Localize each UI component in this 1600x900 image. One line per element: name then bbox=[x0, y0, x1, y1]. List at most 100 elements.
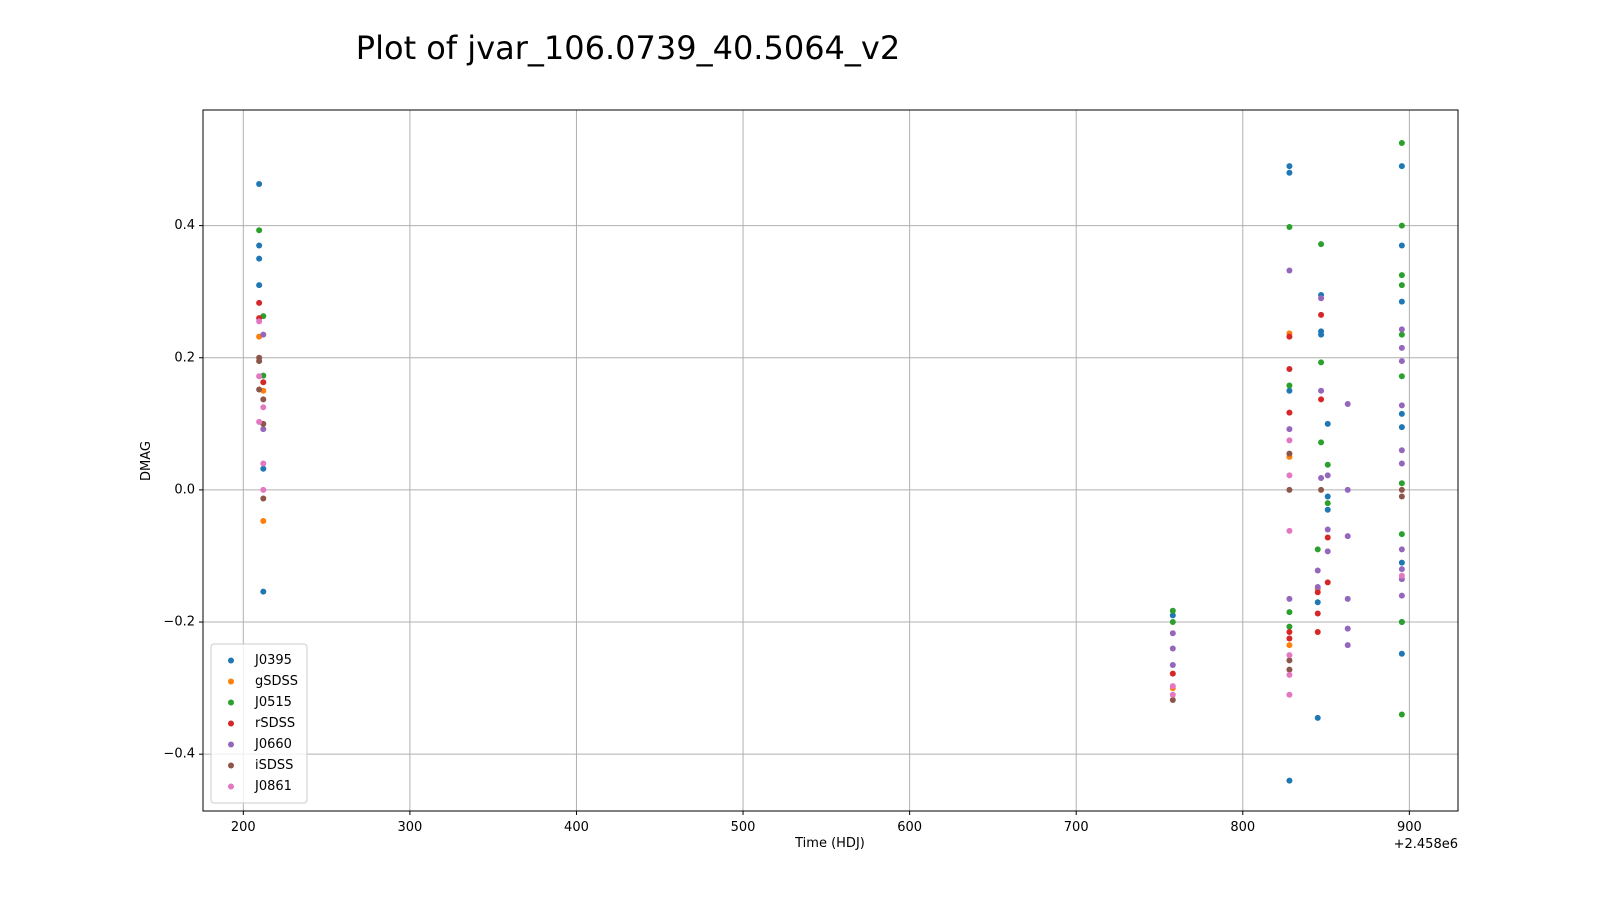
point bbox=[1318, 396, 1325, 403]
point bbox=[1314, 599, 1321, 606]
point bbox=[1169, 661, 1176, 668]
point bbox=[1314, 610, 1321, 617]
point bbox=[1398, 559, 1405, 566]
point bbox=[1398, 572, 1405, 579]
point bbox=[1398, 460, 1405, 467]
point bbox=[260, 404, 267, 411]
point bbox=[1314, 589, 1321, 596]
point bbox=[1398, 619, 1405, 626]
legend-marker bbox=[228, 678, 234, 685]
point bbox=[256, 255, 263, 262]
x-tick-label: 900 bbox=[1397, 820, 1422, 835]
x-tick-label: 500 bbox=[731, 820, 756, 835]
point bbox=[1169, 612, 1176, 619]
point bbox=[1398, 566, 1405, 573]
point bbox=[1318, 241, 1325, 248]
point bbox=[1398, 358, 1405, 365]
x-offset-label: +2.458e6 bbox=[1394, 837, 1458, 852]
point bbox=[1398, 163, 1405, 170]
point bbox=[1286, 409, 1293, 416]
point bbox=[260, 465, 267, 472]
point bbox=[1398, 480, 1405, 487]
point bbox=[1398, 410, 1405, 417]
legend-marker bbox=[228, 762, 234, 769]
point bbox=[1169, 619, 1176, 626]
point bbox=[1398, 331, 1405, 338]
x-tick-label: 400 bbox=[564, 820, 589, 835]
legend-marker bbox=[228, 783, 234, 790]
point bbox=[1314, 628, 1321, 635]
point bbox=[1286, 666, 1293, 673]
x-tick-label: 800 bbox=[1230, 820, 1255, 835]
point bbox=[260, 379, 267, 386]
point bbox=[1286, 609, 1293, 616]
point bbox=[1398, 344, 1405, 351]
point bbox=[1318, 475, 1325, 482]
x-axis-label: Time (HDJ) bbox=[794, 836, 865, 851]
legend-label: J0861 bbox=[254, 779, 292, 794]
point bbox=[1318, 311, 1325, 318]
legend-marker bbox=[228, 741, 234, 748]
point bbox=[1286, 777, 1293, 784]
legend-label: iSDSS bbox=[255, 758, 293, 773]
point bbox=[1286, 163, 1293, 170]
point bbox=[1398, 326, 1405, 333]
legend-label: J0395 bbox=[254, 653, 292, 668]
point bbox=[260, 331, 267, 338]
point bbox=[1169, 691, 1176, 698]
point bbox=[1286, 267, 1293, 274]
point bbox=[1314, 584, 1321, 591]
legend-label: rSDSS bbox=[255, 716, 295, 731]
x-tick-label: 300 bbox=[397, 820, 422, 835]
point bbox=[1169, 683, 1176, 690]
point bbox=[1286, 691, 1293, 698]
point bbox=[1398, 298, 1405, 305]
legend-box bbox=[210, 643, 308, 804]
grid bbox=[203, 110, 1458, 811]
point bbox=[256, 373, 263, 380]
point bbox=[1286, 169, 1293, 176]
point bbox=[1398, 424, 1405, 431]
point bbox=[256, 282, 263, 289]
point bbox=[1398, 493, 1405, 500]
point bbox=[1286, 623, 1293, 630]
point bbox=[1398, 402, 1405, 409]
x-tick-label: 700 bbox=[1064, 820, 1089, 835]
point bbox=[256, 299, 263, 306]
point bbox=[1318, 439, 1325, 446]
point bbox=[1169, 645, 1176, 652]
point bbox=[260, 486, 267, 493]
point bbox=[260, 396, 267, 403]
point bbox=[1398, 242, 1405, 249]
legend-label: J0515 bbox=[254, 695, 292, 710]
legend-label: J0660 bbox=[254, 737, 292, 752]
y-axis-label: DMAG bbox=[139, 441, 154, 481]
point bbox=[1344, 401, 1351, 408]
point bbox=[1318, 359, 1325, 366]
point bbox=[1286, 527, 1293, 534]
point bbox=[1286, 652, 1293, 659]
point bbox=[1398, 447, 1405, 454]
point bbox=[1318, 387, 1325, 394]
point bbox=[1169, 670, 1176, 677]
point bbox=[1398, 282, 1405, 289]
legend-marker bbox=[228, 720, 234, 727]
point bbox=[256, 180, 263, 187]
point bbox=[1398, 650, 1405, 657]
point bbox=[1286, 595, 1293, 602]
point bbox=[1344, 625, 1351, 632]
point bbox=[1314, 546, 1321, 553]
point bbox=[1286, 486, 1293, 493]
point bbox=[1324, 472, 1331, 479]
point bbox=[1318, 331, 1325, 338]
point bbox=[260, 495, 267, 502]
point bbox=[1398, 592, 1405, 599]
point bbox=[256, 358, 263, 365]
chart-title: Plot of jvar_106.0739_40.5064_v2 bbox=[356, 29, 900, 67]
point bbox=[1398, 272, 1405, 279]
x-tick-label: 600 bbox=[897, 820, 922, 835]
point bbox=[1398, 222, 1405, 229]
legend-marker bbox=[228, 699, 234, 706]
point bbox=[256, 418, 263, 425]
